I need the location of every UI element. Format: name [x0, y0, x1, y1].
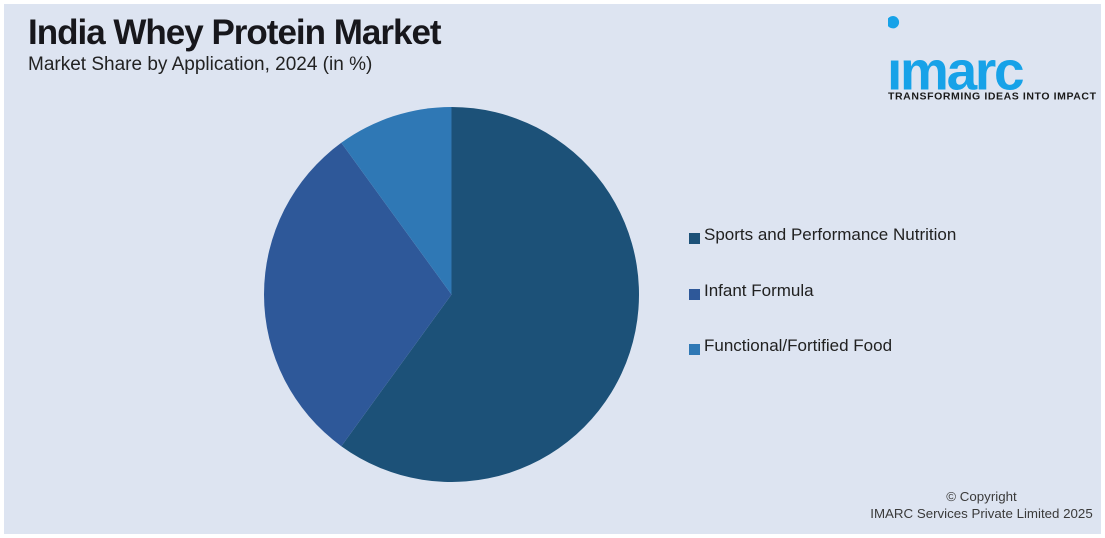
svg-text:TRANSFORMING IDEAS INTO IMPACT: TRANSFORMING IDEAS INTO IMPACT: [888, 91, 1097, 102]
